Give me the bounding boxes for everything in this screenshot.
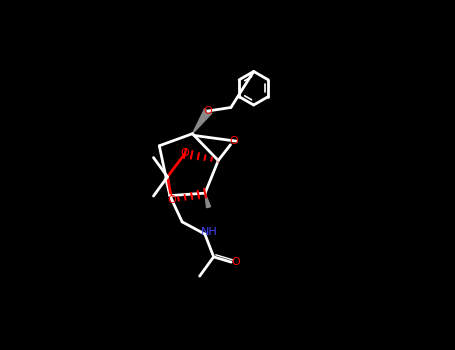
Text: O: O: [230, 136, 238, 146]
Polygon shape: [164, 178, 170, 196]
Text: O: O: [231, 257, 240, 267]
Text: O: O: [204, 106, 212, 116]
Text: O: O: [181, 148, 189, 159]
Text: O: O: [167, 195, 176, 205]
Text: NH: NH: [201, 228, 217, 237]
Polygon shape: [192, 108, 212, 134]
Polygon shape: [205, 193, 211, 208]
